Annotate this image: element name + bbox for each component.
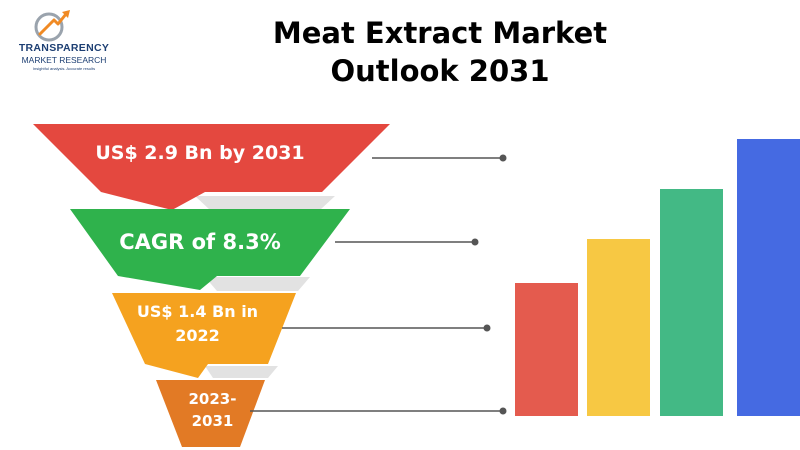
funnel-label-market-value-2022: US$ 1.4 Bn in 2022 (130, 300, 265, 348)
funnel-label-line: US$ 1.4 Bn in (136, 302, 259, 321)
title-line-2: Outlook 2031 (330, 54, 550, 88)
funnel-shadow (195, 196, 335, 210)
growth-bar-1 (515, 283, 578, 416)
funnel-label-line: CAGR of 8.3% (119, 230, 281, 254)
funnel-label-market-value-2031: US$ 2.9 Bn by 2031 (50, 140, 350, 166)
title-line-1: Meat Extract Market (272, 16, 608, 50)
growth-bar-2 (587, 239, 650, 416)
funnel-label-line: US$ 2.9 Bn by 2031 (95, 142, 305, 164)
logo-subtitle: MARKET RESEARCH (21, 55, 107, 65)
connector-dot-3 (483, 324, 491, 332)
logo-tagline: Insightful analysis. Accurate results (32, 66, 96, 71)
funnel-label-line: 2022 (175, 326, 220, 345)
funnel-segment-2 (70, 209, 350, 290)
connector-dot-1 (499, 154, 507, 162)
funnel-shadow (205, 277, 310, 291)
logo-emblem-icon (34, 10, 70, 42)
funnel-segment-3 (112, 293, 296, 378)
funnel-shadow (205, 366, 278, 378)
connector-dot-2 (471, 238, 479, 246)
logo-name: TRANSPARENCY (18, 42, 110, 54)
connector-lines (250, 154, 507, 415)
growth-bar-3 (660, 189, 723, 416)
funnel-label-forecast-period: 2023- 2031 (165, 388, 260, 432)
funnel-label-cagr: CAGR of 8.3% (95, 228, 305, 256)
page-title: Meat Extract Market Outlook 2031 (250, 14, 630, 90)
funnel-label-line: 2023- (188, 390, 237, 408)
connector-dot-4 (499, 407, 507, 415)
funnel-segment-1 (33, 124, 390, 210)
growth-bar-4 (737, 139, 800, 416)
funnel-label-line: 2031 (191, 412, 234, 430)
company-logo: TRANSPARENCY MARKET RESEARCH Insightful … (14, 8, 114, 88)
funnel-segment-4 (156, 380, 265, 447)
